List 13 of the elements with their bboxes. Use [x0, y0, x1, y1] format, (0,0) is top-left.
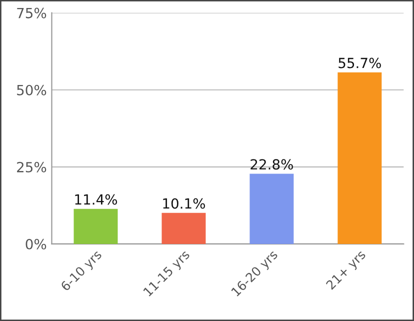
x-tick-label: 21+ yrs [326, 249, 368, 292]
data-label: 22.8% [250, 159, 293, 170]
y-tick-label: 25% [17, 162, 46, 172]
data-label: 11.4% [75, 194, 118, 205]
y-tick-label: 50% [17, 84, 46, 96]
bar [74, 208, 118, 244]
y-tick-label: 75% [17, 8, 46, 18]
data-label: 10.1% [163, 198, 206, 209]
data-label: 55.7% [338, 58, 381, 68]
bar [250, 174, 294, 244]
y-tick-label: 0% [26, 238, 46, 250]
bar [162, 212, 206, 244]
bar [338, 72, 382, 244]
